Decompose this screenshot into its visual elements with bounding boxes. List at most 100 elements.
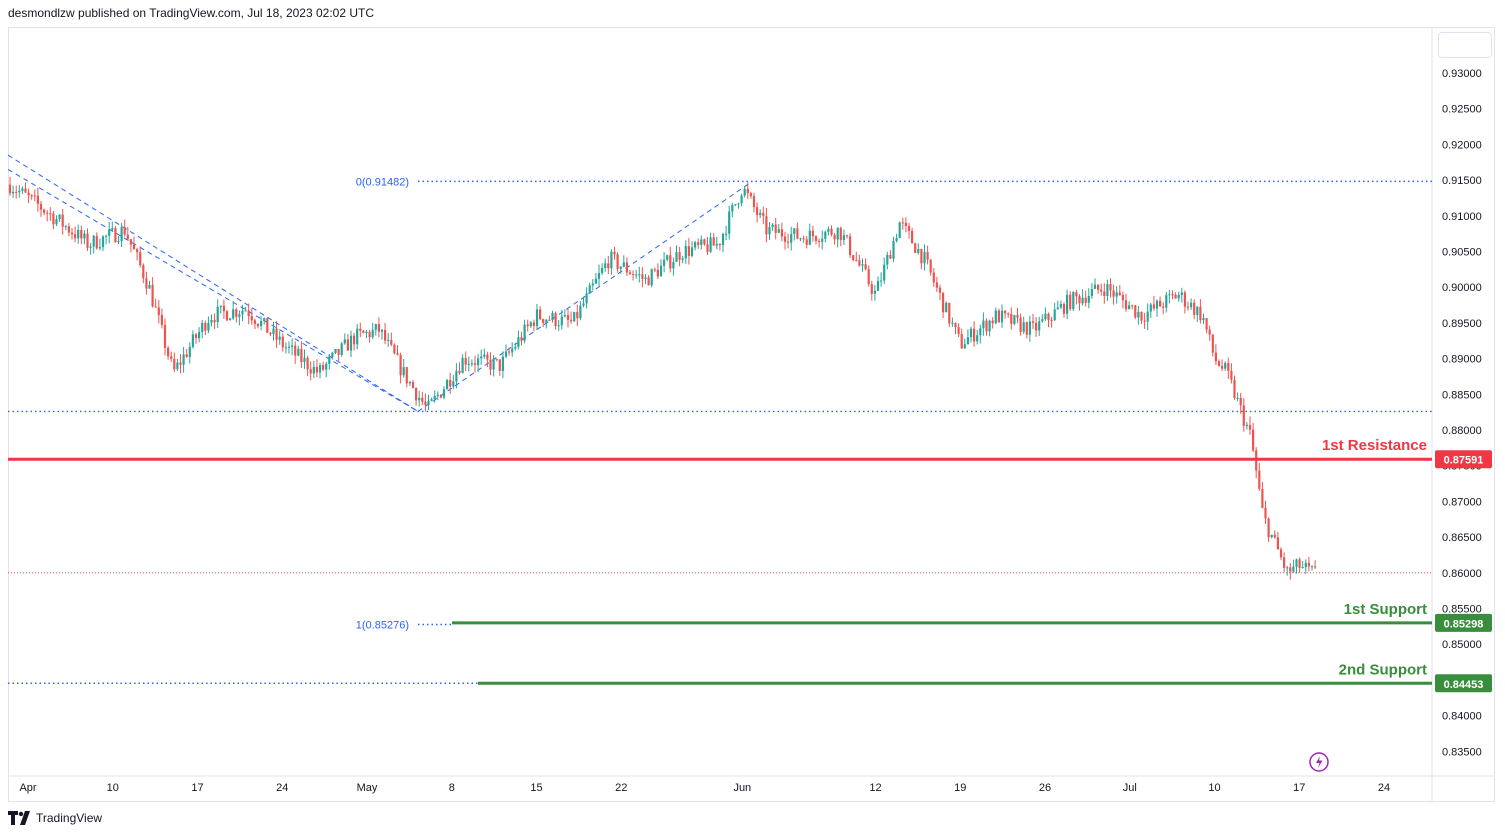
candle-body: [579, 305, 582, 319]
candle-body: [520, 337, 523, 341]
candle-body: [201, 323, 204, 332]
candle-body: [194, 334, 198, 339]
candle-body: [780, 229, 783, 237]
candle-body: [151, 285, 154, 307]
candle-body: [790, 234, 793, 243]
candle-body: [365, 331, 368, 333]
candle-body: [24, 188, 27, 193]
x-tick-label: Jul: [1123, 782, 1137, 794]
candle-body: [1261, 488, 1264, 508]
candle-body: [157, 307, 160, 316]
candle-body: [1131, 305, 1134, 307]
candle-body: [712, 237, 715, 246]
candle-body: [855, 259, 858, 261]
candle-body: [380, 329, 384, 332]
candle-body: [374, 324, 377, 330]
candle-body: [929, 259, 932, 273]
x-tick-label: 22: [615, 782, 627, 794]
candle-body: [1252, 429, 1255, 451]
candle-body: [70, 232, 74, 235]
lightning-icon[interactable]: [1309, 752, 1329, 772]
candle-body: [284, 347, 287, 349]
trendline-lower: [7, 168, 419, 412]
candle-body: [49, 213, 52, 215]
candle-body: [415, 388, 418, 401]
candle-body: [1186, 306, 1190, 308]
candle-body: [669, 255, 672, 269]
candle-body: [418, 397, 421, 401]
candle-body: [858, 260, 861, 266]
candle-body: [1183, 292, 1186, 307]
candle-body: [706, 244, 709, 252]
candle-body: [1149, 304, 1152, 312]
candle-body: [1177, 294, 1180, 299]
candle-body: [266, 318, 269, 333]
candle-body: [281, 336, 284, 348]
candle-body: [690, 247, 694, 256]
candle-body: [508, 351, 511, 353]
candle-body: [260, 321, 263, 327]
candle-body: [787, 241, 790, 243]
candle-body: [36, 195, 39, 204]
candle-body: [402, 367, 405, 376]
support-2-price-tag: [1435, 674, 1492, 693]
candle-body: [1224, 362, 1227, 369]
candle-body: [275, 328, 278, 340]
candle-body: [619, 266, 622, 269]
candle-body: [77, 230, 80, 239]
candle-body: [393, 344, 396, 354]
candles-group: [8, 176, 1317, 580]
candle-body: [566, 315, 570, 320]
candle-body: [1078, 296, 1081, 304]
candle-body: [830, 228, 833, 235]
candle-body: [483, 354, 486, 357]
candle-body: [256, 323, 260, 327]
candle-body: [1025, 322, 1028, 335]
candle-body: [139, 252, 142, 266]
candle-body: [1031, 321, 1035, 323]
candle-body: [759, 212, 762, 215]
candle-body: [805, 239, 808, 245]
candle-body: [1174, 294, 1177, 299]
y-tick-label: 0.90500: [1442, 247, 1482, 259]
candle-body: [52, 213, 55, 225]
tradingview-logo-icon[interactable]: [8, 811, 32, 825]
candle-body: [33, 195, 36, 197]
candle-body: [92, 235, 95, 247]
candle-body: [1307, 562, 1310, 567]
candle-body: [1035, 322, 1038, 331]
candle-body: [421, 397, 424, 402]
candle-body: [511, 348, 514, 353]
candle-body: [700, 239, 703, 245]
candle-body: [278, 336, 281, 340]
candle-body: [1050, 319, 1053, 321]
candle-body: [985, 320, 988, 332]
candle-body: [526, 324, 529, 327]
x-tick-label: Jun: [733, 782, 751, 794]
x-tick-label: 10: [1208, 782, 1220, 794]
candle-body: [1171, 294, 1174, 296]
candle-body: [1273, 534, 1276, 538]
candle-body: [464, 357, 467, 365]
candle-body: [408, 381, 411, 384]
candle-body: [306, 357, 309, 370]
candle-body: [1304, 562, 1307, 568]
candle-body: [21, 188, 24, 191]
candle-body: [446, 379, 449, 390]
candle-body: [1004, 310, 1007, 314]
chart-settings-button[interactable]: [1438, 32, 1492, 58]
candle-body: [300, 348, 303, 363]
candle-body: [377, 324, 380, 332]
candle-body: [424, 401, 427, 405]
candle-body: [849, 236, 852, 256]
candle-body: [740, 195, 743, 204]
y-tick-label: 0.88500: [1442, 389, 1482, 401]
tradingview-brand[interactable]: TradingView: [36, 811, 103, 825]
candle-body: [765, 216, 768, 235]
candle-body: [1146, 311, 1149, 322]
candle-body: [911, 230, 914, 244]
candle-body: [303, 357, 306, 363]
candle-body: [737, 203, 740, 205]
candle-body: [1016, 315, 1019, 318]
